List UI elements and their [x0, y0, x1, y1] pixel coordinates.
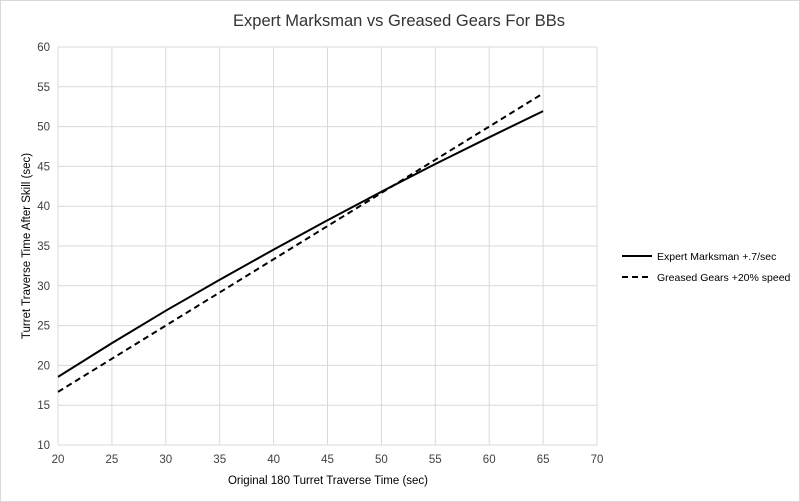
x-tick-label: 30	[159, 454, 172, 466]
series-lines	[57, 92, 544, 393]
y-tick-label: 60	[37, 42, 50, 54]
chart-title: Expert Marksman vs Greased Gears For BBs	[233, 12, 565, 30]
x-tick-label: 35	[213, 454, 226, 466]
legend-label-2: Greased Gears +20% speed	[657, 272, 791, 284]
y-tick-label: 40	[37, 201, 50, 213]
legend-label-1: Expert Marksman +.7/sec	[657, 251, 776, 263]
y-tick-label: 45	[37, 161, 50, 173]
x-tick-label: 60	[483, 454, 496, 466]
y-axis-title: Turret Traverse Time After Skill (sec)	[21, 153, 33, 339]
y-tick-label: 25	[37, 321, 50, 333]
x-tick-label: 25	[106, 454, 119, 466]
y-tick-label: 50	[37, 122, 50, 134]
y-tick-label: 20	[37, 360, 50, 372]
x-tick-label: 55	[429, 454, 442, 466]
y-tick-label: 15	[37, 400, 50, 412]
x-axis-title: Original 180 Turret Traverse Time (sec)	[228, 475, 428, 487]
y-tick-label: 30	[37, 281, 50, 293]
series-line-1	[57, 110, 544, 378]
series-line-2	[57, 92, 544, 393]
x-tick-labels: 20 25 30 35 40 45 50 55 60 65 70	[52, 454, 604, 466]
y-tick-label: 55	[37, 82, 50, 94]
gridlines	[57, 46, 598, 446]
x-tick-label: 45	[321, 454, 334, 466]
x-tick-label: 50	[375, 454, 388, 466]
y-tick-labels: 10 15 20 25 30 35 40 45 50 55 60	[37, 42, 50, 452]
legend: Expert Marksman +.7/sec Greased Gears +20…	[622, 251, 791, 284]
x-tick-label: 20	[52, 454, 65, 466]
x-tick-label: 65	[537, 454, 550, 466]
y-tick-label: 10	[37, 440, 50, 452]
x-tick-label: 70	[591, 454, 604, 466]
x-tick-label: 40	[267, 454, 280, 466]
y-tick-label: 35	[37, 241, 50, 253]
